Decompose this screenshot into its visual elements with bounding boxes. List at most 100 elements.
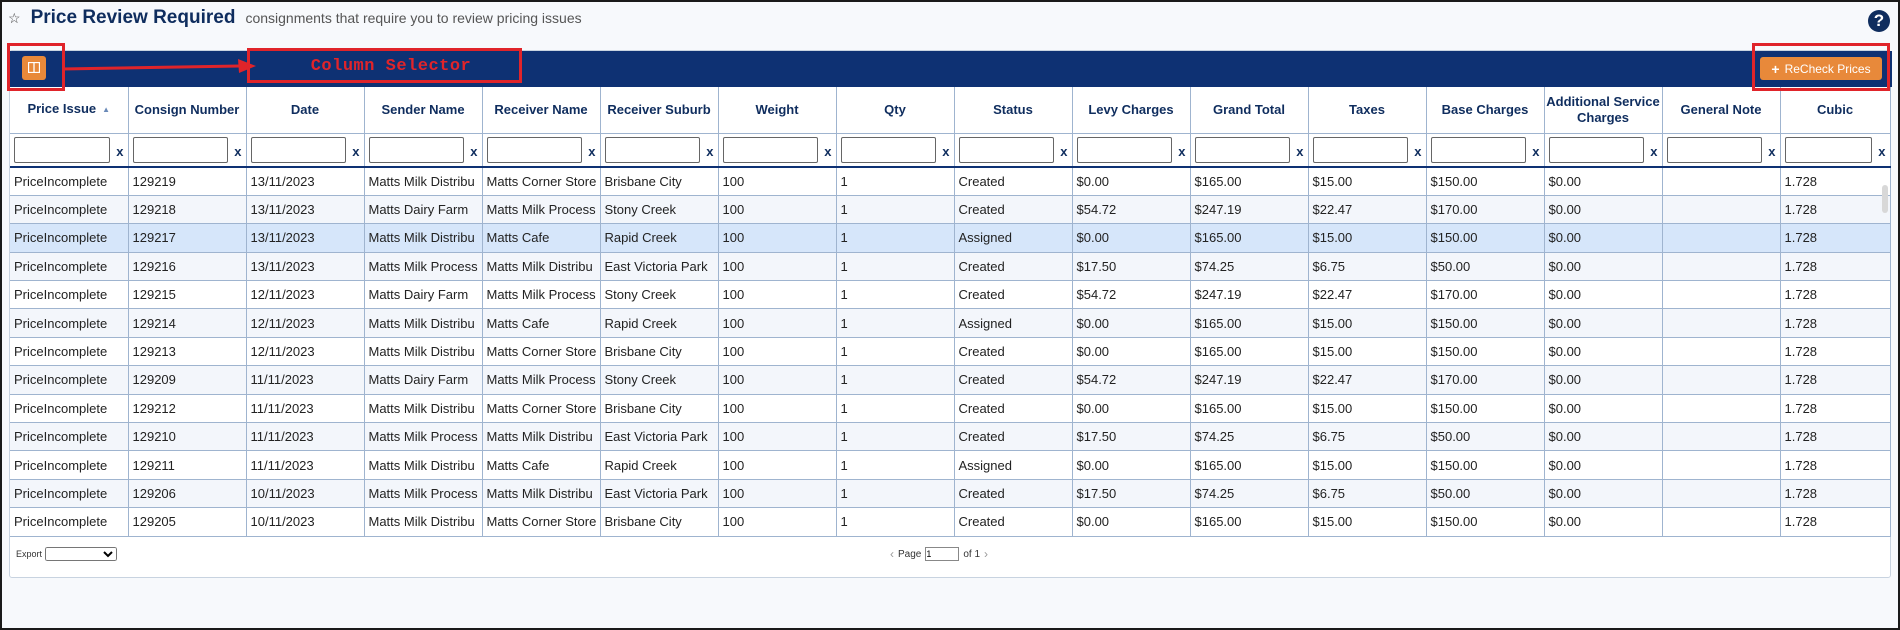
column-filter-input[interactable] xyxy=(368,136,464,163)
table-cell: 1.728 xyxy=(1780,252,1891,282)
clear-filter-icon[interactable]: x xyxy=(588,143,596,159)
column-header[interactable]: Date xyxy=(246,87,365,134)
table-cell: 1 xyxy=(836,507,955,537)
column-header[interactable]: General Note xyxy=(1662,87,1781,134)
table-cell: 129217 xyxy=(128,223,247,253)
table-row[interactable]: PriceIncomplete 129218 13/11/2023 Matts Dai… xyxy=(10,195,1891,225)
table-row[interactable]: PriceIncomplete 129210 11/11/2023 Matts Mil… xyxy=(10,422,1891,452)
column-filter-input[interactable] xyxy=(1076,136,1172,163)
table-cell: Matts Milk Process xyxy=(364,479,483,509)
table-cell: Created xyxy=(954,167,1073,196)
column-header[interactable]: Sender Name xyxy=(364,87,483,134)
table-row[interactable]: PriceIncomplete 129209 11/11/2023 Matts Dai… xyxy=(10,365,1891,395)
table-cell: $165.00 xyxy=(1190,507,1309,537)
column-selector-button[interactable] xyxy=(22,56,46,80)
column-header[interactable]: Price Issue ▲ xyxy=(10,87,129,134)
favorite-star-icon[interactable]: ☆ xyxy=(8,10,21,26)
table-cell: 100 xyxy=(718,365,837,395)
recheck-prices-button[interactable]: + ReCheck Prices xyxy=(1760,57,1882,80)
next-page-icon[interactable]: › xyxy=(984,547,989,561)
clear-filter-icon[interactable]: x xyxy=(1878,143,1886,159)
table-cell: Matts Milk Process xyxy=(482,365,601,395)
table-cell: $247.19 xyxy=(1190,280,1309,310)
clear-filter-icon[interactable]: x xyxy=(116,143,124,159)
column-header[interactable]: Cubic xyxy=(1780,87,1891,134)
table-cell: Matts Milk Process xyxy=(482,195,601,225)
table-cell xyxy=(1662,280,1781,310)
clear-filter-icon[interactable]: x xyxy=(352,143,360,159)
table-cell: 1.728 xyxy=(1780,280,1891,310)
table-row[interactable]: PriceIncomplete 129213 12/11/2023 Matts Mil… xyxy=(10,337,1891,367)
export-select[interactable] xyxy=(45,547,118,561)
page-header: ☆ Price Review Required consignments tha… xyxy=(8,7,582,37)
column-filter-input[interactable] xyxy=(604,136,700,163)
column-header[interactable]: Grand Total xyxy=(1190,87,1309,134)
table-row[interactable]: PriceIncomplete 129212 11/11/2023 Matts Mil… xyxy=(10,394,1891,424)
column-header[interactable]: Levy Charges xyxy=(1072,87,1191,134)
column-filter-input[interactable] xyxy=(958,136,1054,163)
table-cell: $0.00 xyxy=(1544,337,1663,367)
table-cell: $0.00 xyxy=(1544,479,1663,509)
column-filter-input[interactable] xyxy=(1430,136,1526,163)
table-cell: Brisbane City xyxy=(600,507,719,537)
table-cell: Created xyxy=(954,252,1073,282)
sort-ascending-icon[interactable]: ▲ xyxy=(102,105,111,115)
clear-filter-icon[interactable]: x xyxy=(942,143,950,159)
prev-page-icon[interactable]: ‹ xyxy=(890,547,894,561)
column-filter-input[interactable] xyxy=(840,136,936,163)
table-cell: Matts Milk Distribu xyxy=(364,507,483,537)
column-filter-input[interactable] xyxy=(1312,136,1408,163)
table-cell: Matts Milk Distribu xyxy=(364,337,483,367)
page-title: Price Review Required xyxy=(30,7,236,28)
clear-filter-icon[interactable]: x xyxy=(1650,143,1658,159)
table-cell: Created xyxy=(954,507,1073,537)
column-header[interactable]: Taxes xyxy=(1308,87,1427,134)
table-cell: 100 xyxy=(718,394,837,424)
column-header[interactable]: Base Charges xyxy=(1426,87,1545,134)
table-row[interactable]: PriceIncomplete 129216 13/11/2023 Matts Mil… xyxy=(10,252,1891,282)
column-header[interactable]: Receiver Suburb xyxy=(600,87,719,134)
clear-filter-icon[interactable]: x xyxy=(1768,143,1776,159)
table-cell: 129216 xyxy=(128,252,247,282)
column-filter-input[interactable] xyxy=(250,136,346,163)
column-filter-input[interactable] xyxy=(1666,136,1762,163)
column-filter-input[interactable] xyxy=(722,136,818,163)
table-row[interactable]: PriceIncomplete 129214 12/11/2023 Matts Mil… xyxy=(10,308,1891,338)
table-cell: East Victoria Park xyxy=(600,479,719,509)
column-header-label: Price Issue xyxy=(27,101,97,117)
column-filter-input[interactable] xyxy=(486,136,582,163)
clear-filter-icon[interactable]: x xyxy=(1414,143,1422,159)
column-header-label: Base Charges xyxy=(1441,101,1529,117)
column-header[interactable]: Status xyxy=(954,87,1073,134)
column-header[interactable]: Consign Number xyxy=(128,87,247,134)
clear-filter-icon[interactable]: x xyxy=(1296,143,1304,159)
clear-filter-icon[interactable]: x xyxy=(1060,143,1068,159)
table-row[interactable]: PriceIncomplete 129206 10/11/2023 Matts Mil… xyxy=(10,479,1891,509)
column-header[interactable]: Qty xyxy=(836,87,955,134)
clear-filter-icon[interactable]: x xyxy=(470,143,478,159)
column-filter-input[interactable] xyxy=(1194,136,1290,163)
column-header[interactable]: Receiver Name xyxy=(482,87,601,134)
clear-filter-icon[interactable]: x xyxy=(824,143,832,159)
table-row[interactable]: PriceIncomplete 129211 11/11/2023 Matts Mil… xyxy=(10,450,1891,480)
vertical-scrollbar[interactable] xyxy=(1882,185,1888,213)
column-filter-input[interactable] xyxy=(132,136,228,163)
table-cell: 1.728 xyxy=(1780,337,1891,367)
table-row[interactable]: PriceIncomplete 129215 12/11/2023 Matts Dai… xyxy=(10,280,1891,310)
clear-filter-icon[interactable]: x xyxy=(1178,143,1186,159)
page-number-input[interactable] xyxy=(925,547,960,561)
column-filter-input[interactable] xyxy=(1784,136,1872,163)
column-header[interactable]: Weight xyxy=(718,87,837,134)
column-filter-input[interactable] xyxy=(1548,136,1644,163)
table-row[interactable]: PriceIncomplete 129217 13/11/2023 Matts Mil… xyxy=(10,223,1891,253)
column-header[interactable]: Additional Service Charges xyxy=(1544,87,1663,134)
clear-filter-icon[interactable]: x xyxy=(706,143,714,159)
clear-filter-icon[interactable]: x xyxy=(1532,143,1540,159)
column-filter-input[interactable] xyxy=(14,136,110,163)
table-row[interactable]: PriceIncomplete 129219 13/11/2023 Matts Mil… xyxy=(10,167,1891,196)
table-cell: Matts Corner Store xyxy=(482,507,601,537)
clear-filter-icon[interactable]: x xyxy=(234,143,242,159)
help-icon[interactable]: ? xyxy=(1868,10,1890,32)
table-row[interactable]: PriceIncomplete 129205 10/11/2023 Matts Mil… xyxy=(10,507,1891,537)
table-cell: Assigned xyxy=(954,223,1073,253)
